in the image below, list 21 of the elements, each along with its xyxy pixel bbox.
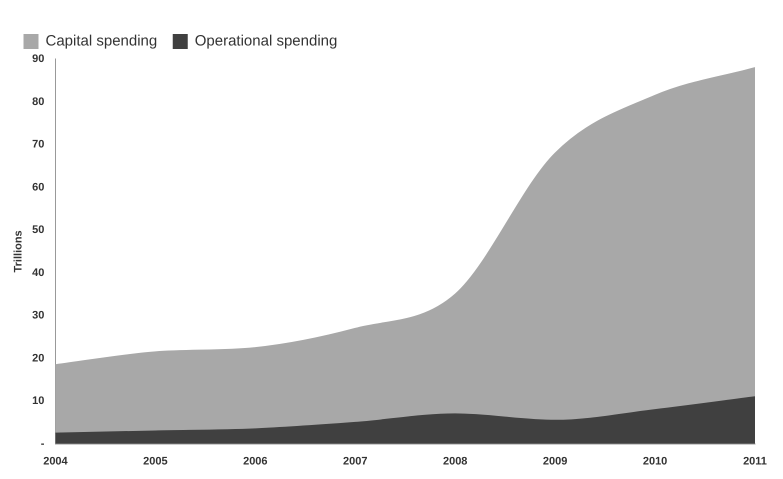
x-tick-label: 2004 [43,455,69,468]
x-tick-label: 2008 [442,455,468,468]
y-tick-label: 20 [32,352,44,364]
y-tick-label: 70 [32,138,44,151]
x-tick-label: 2010 [642,455,668,468]
x-tick-label: 2006 [243,455,268,468]
y-tick-label: 40 [32,266,44,279]
y-tick-label: 50 [32,224,44,236]
legend-label: Capital spending [46,32,158,50]
y-tick-label: 10 [32,395,44,408]
x-tick-label: 2007 [343,455,368,468]
legend-label: Operational spending [194,32,338,50]
x-tick-label: 2009 [542,455,568,468]
x-tick-label: 2005 [143,455,168,468]
y-tick-label: 80 [32,96,44,108]
y-tick-label: 90 [32,53,44,66]
y-tick-label: 60 [32,181,44,194]
y-tick-label: - [40,438,45,450]
x-tick-label: 2011 [743,455,767,468]
y-axis-title: Trillions [12,230,25,272]
y-tick-label: 30 [32,310,44,322]
